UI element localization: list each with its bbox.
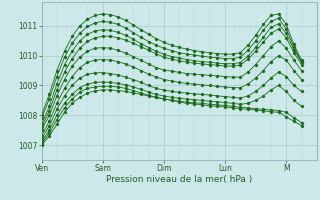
X-axis label: Pression niveau de la mer( hPa ): Pression niveau de la mer( hPa ) (106, 175, 252, 184)
